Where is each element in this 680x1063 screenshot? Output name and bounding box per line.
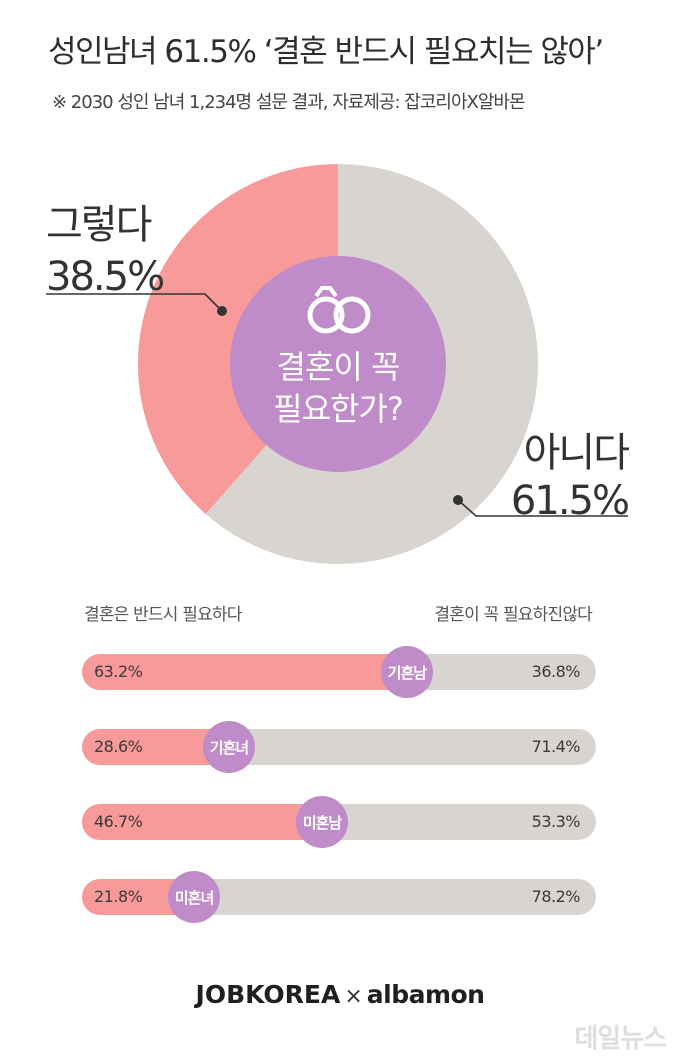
albamon-logo: albamon bbox=[366, 980, 485, 1009]
rings-icon bbox=[307, 286, 371, 334]
bar-track: 28.6% 71.4% bbox=[82, 729, 596, 765]
center-question-line2: 필요한가? bbox=[273, 390, 403, 428]
callout-dot-no bbox=[453, 495, 463, 505]
bar-value-required: 63.2% bbox=[94, 662, 143, 681]
bar-value-not-required: 53.3% bbox=[531, 812, 581, 831]
donut-center-circle bbox=[230, 256, 446, 472]
bar-category-bubble: 미혼녀 bbox=[168, 871, 221, 923]
slice-value-no: 61.5% bbox=[511, 478, 628, 524]
center-question-line1: 결혼이 꼭 bbox=[277, 348, 400, 386]
bar-track: 63.2% 36.8% bbox=[82, 654, 596, 690]
slice-value-yes: 38.5% bbox=[46, 254, 163, 300]
jobkorea-logo: JOBKOREA bbox=[195, 980, 341, 1009]
bar-value-not-required: 71.4% bbox=[531, 737, 581, 756]
bar-category-bubble: 미혼남 bbox=[296, 796, 349, 848]
bar-value-required: 46.7% bbox=[94, 812, 143, 831]
bar-header-not-required: 결혼이 꼭 필요하진않다 bbox=[434, 605, 592, 625]
slice-label-no: 아니다 bbox=[524, 430, 630, 476]
bar-value-required: 21.8% bbox=[94, 887, 143, 906]
bar-track: 21.8% 78.2% bbox=[82, 879, 596, 915]
bar-value-not-required: 78.2% bbox=[531, 887, 581, 906]
callout-line-yes bbox=[46, 293, 223, 312]
bar-header-required: 결혼은 반드시 필요하다 bbox=[84, 605, 242, 625]
callout-line-no bbox=[457, 499, 628, 517]
bar-fill-required bbox=[82, 654, 407, 690]
donut-chart: 결혼이 꼭 필요한가? 그렇다 38.5% 아니다 61.5% bbox=[46, 164, 631, 564]
bar-category-bubble: 기혼녀 bbox=[203, 721, 255, 773]
bar-category-bubble: 기혼남 bbox=[380, 646, 433, 698]
bar-fill-required bbox=[82, 804, 323, 840]
page-title: 성인남녀 61.5% ‘결혼 반드시 필요치는 않아’ bbox=[48, 34, 604, 70]
bar-value-required: 28.6% bbox=[94, 737, 143, 756]
footer-logos: JOBKOREA × albamon bbox=[0, 980, 680, 1009]
watermark: 데일뉴스 bbox=[574, 1024, 667, 1054]
logo-separator: × bbox=[344, 984, 363, 1009]
callout-dot-yes bbox=[217, 306, 227, 316]
bar-value-not-required: 36.8% bbox=[531, 662, 581, 681]
slice-label-yes: 그렇다 bbox=[46, 202, 152, 248]
page-subtitle: ※ 2030 성인 남녀 1,234명 설문 결과, 자료제공: 잡코리아X알바… bbox=[52, 92, 526, 113]
